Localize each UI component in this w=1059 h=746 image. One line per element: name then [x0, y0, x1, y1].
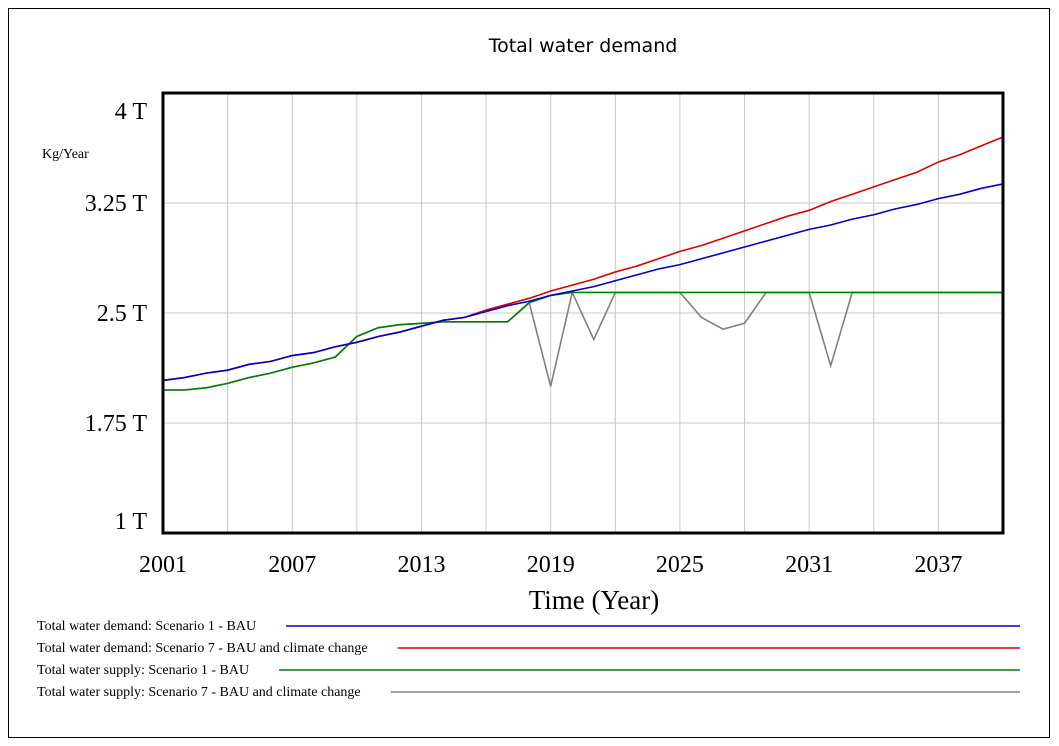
- x-tick-label: 2013: [397, 552, 445, 578]
- legend-label: Total water demand: Scenario 1 - BAU: [37, 619, 256, 634]
- plot-border: [161, 91, 1005, 535]
- legend-label: Total water supply: Scenario 7 - BAU and…: [37, 685, 361, 700]
- y-tick-label: 4 T: [115, 99, 148, 125]
- chart-title: Total water demand: [488, 35, 678, 57]
- frame: [8, 8, 1050, 738]
- y-tick-label: 3.25 T: [85, 191, 148, 217]
- legend-label: Total water supply: Scenario 1 - BAU: [37, 663, 249, 678]
- series-line: [162, 183, 1004, 382]
- x-tick-label: 2031: [785, 552, 833, 578]
- series-line: [163, 291, 1003, 391]
- x-axis-label: Time (Year): [529, 585, 660, 615]
- y-tick-label: 1 T: [115, 509, 148, 535]
- legend-label: Total water demand: Scenario 7 - BAU and…: [37, 641, 368, 656]
- y-tick-label: 2.5 T: [97, 301, 148, 327]
- x-tick-label: 2007: [268, 552, 316, 578]
- x-tick-label: 2037: [914, 552, 962, 578]
- y-unit-label: Kg/Year: [42, 147, 89, 162]
- x-tick-label: 2001: [139, 552, 187, 578]
- y-tick-label: 1.75 T: [85, 411, 148, 437]
- x-tick-label: 2019: [527, 552, 575, 578]
- x-tick-label: 2025: [656, 552, 704, 578]
